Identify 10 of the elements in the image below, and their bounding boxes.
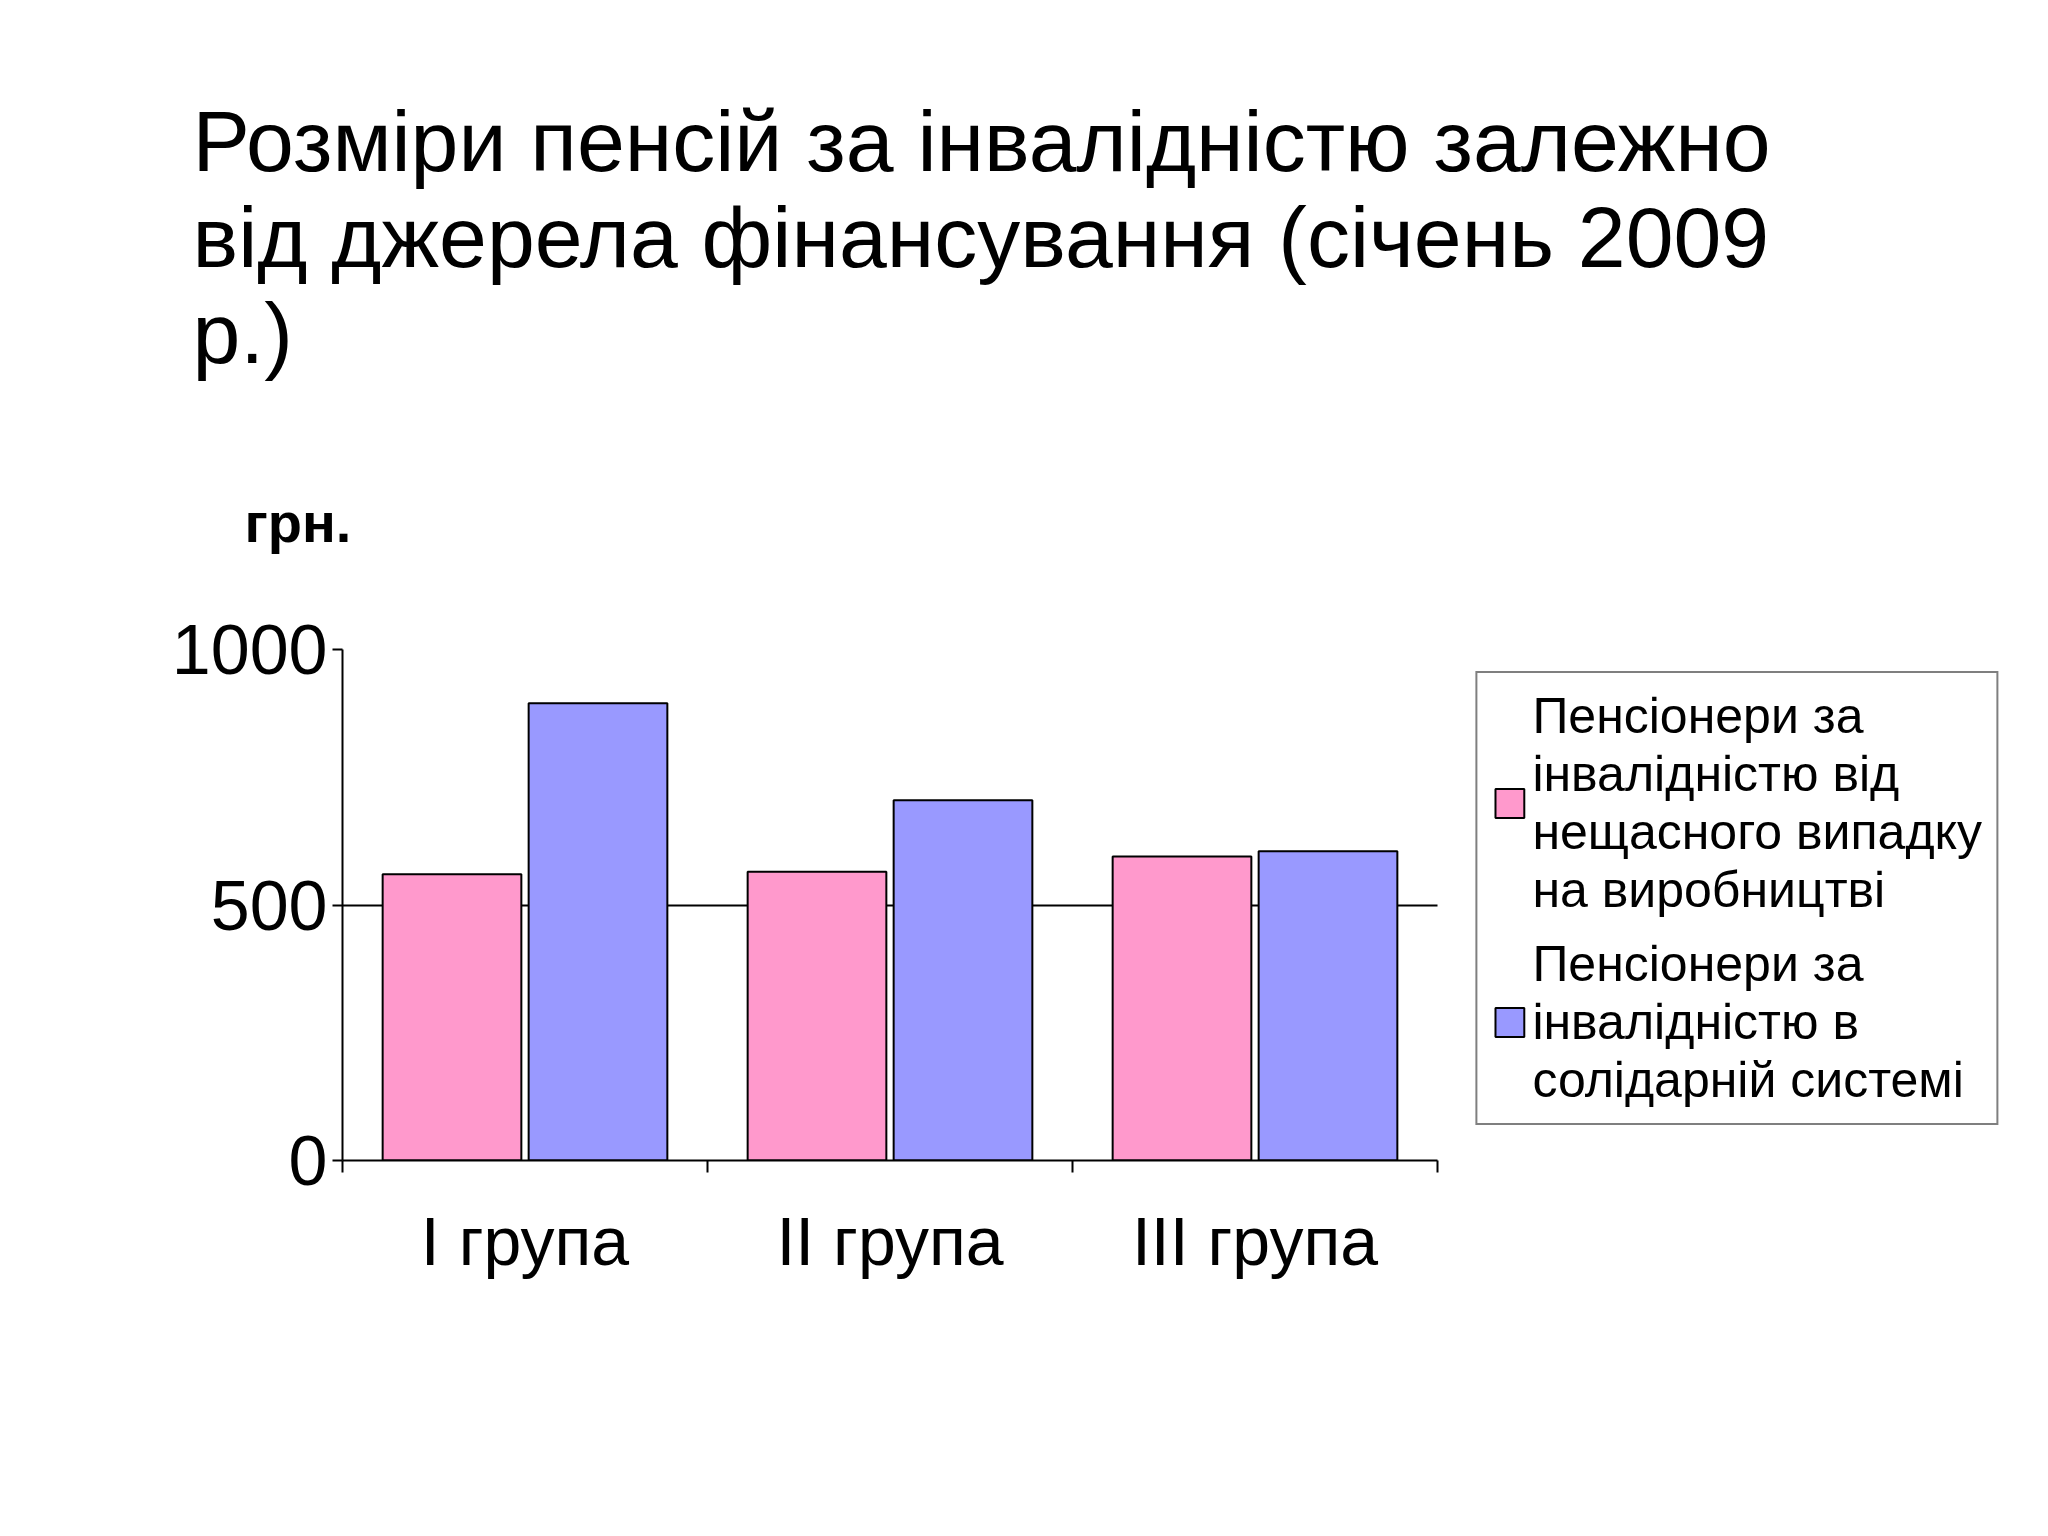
legend-label: Пенсіонери за інвалідністю в солідарній системі	[1532, 935, 1964, 1109]
x-tick-label: I група	[420, 1202, 630, 1279]
y-tick-label: 0	[288, 1122, 328, 1200]
y-axis-title: грн.	[244, 490, 352, 554]
legend-label: Пенсіонери за інвалідністю від нещасного випадку на виробництві	[1532, 687, 1982, 919]
x-tick-label: III група	[1131, 1202, 1379, 1279]
y-tick-label: 1000	[171, 611, 328, 689]
chart-title: Розміри пенсій за інвалідністю залежно від джерела фінансування (січень 2009 р.)	[192, 92, 1771, 381]
y-tick-label: 500	[210, 866, 328, 945]
x-tick-label: II група	[776, 1202, 1004, 1279]
